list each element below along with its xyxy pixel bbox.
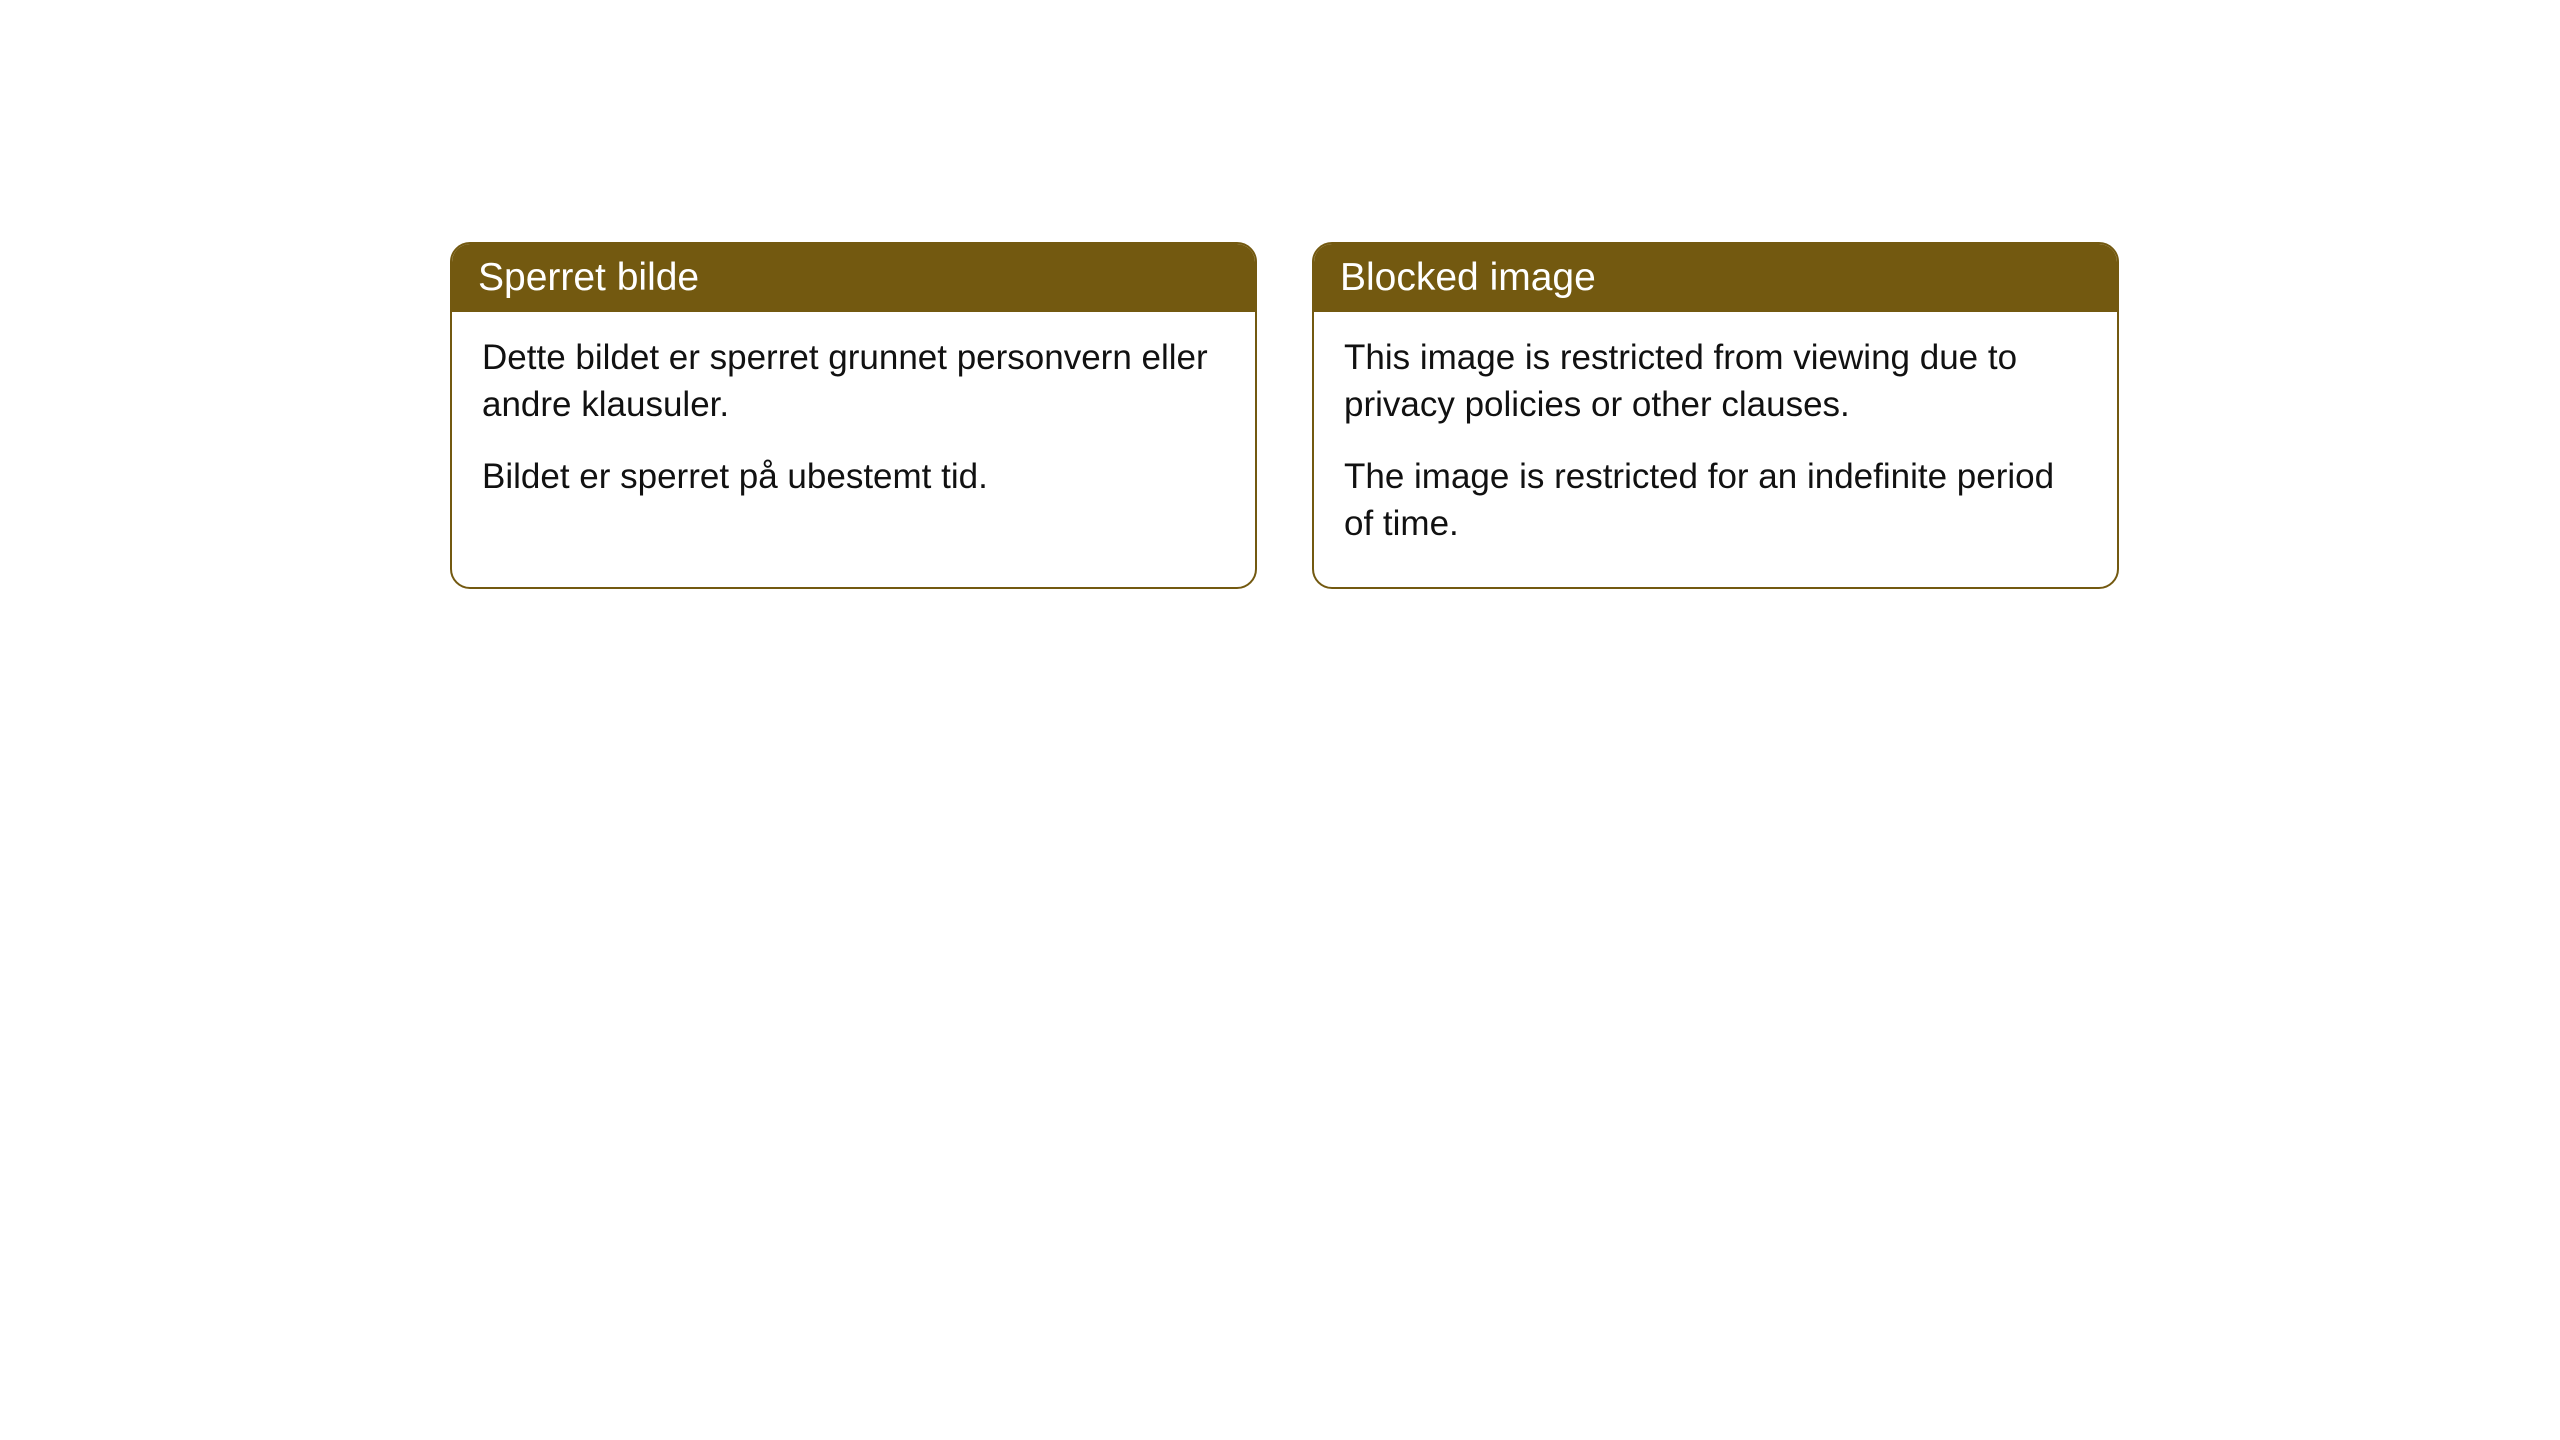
notice-cards-container: Sperret bilde Dette bildet er sperret gr… [450, 242, 2560, 589]
notice-card-norwegian: Sperret bilde Dette bildet er sperret gr… [450, 242, 1257, 589]
card-body-norwegian: Dette bildet er sperret grunnet personve… [452, 312, 1255, 540]
card-title: Sperret bilde [478, 256, 699, 299]
card-paragraph: Bildet er sperret på ubestemt tid. [482, 453, 1225, 500]
notice-card-english: Blocked image This image is restricted f… [1312, 242, 2119, 589]
card-title: Blocked image [1340, 256, 1596, 299]
card-header-english: Blocked image [1314, 244, 2117, 312]
card-paragraph: Dette bildet er sperret grunnet personve… [482, 334, 1225, 429]
card-body-english: This image is restricted from viewing du… [1314, 312, 2117, 587]
card-paragraph: The image is restricted for an indefinit… [1344, 453, 2087, 548]
card-paragraph: This image is restricted from viewing du… [1344, 334, 2087, 429]
card-header-norwegian: Sperret bilde [452, 244, 1255, 312]
